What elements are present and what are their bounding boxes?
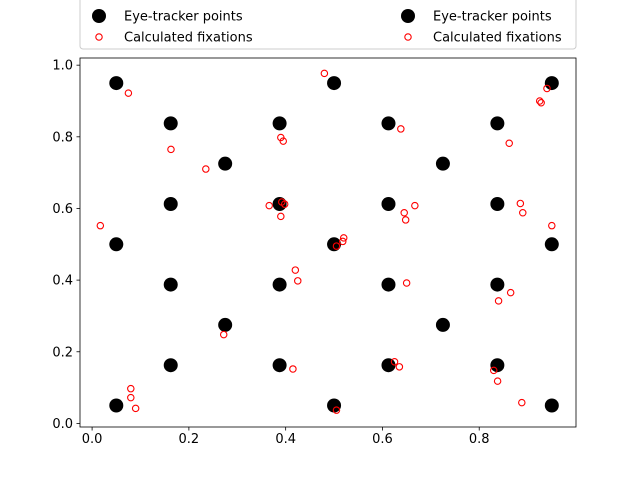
y-tick-label: 0.6 xyxy=(52,202,73,217)
eye-tracker-point xyxy=(381,196,396,211)
x-tick-label: 0.4 xyxy=(275,432,296,447)
calculated-fixation-point xyxy=(332,242,341,250)
eye-tracker-point xyxy=(163,196,178,211)
calculated-fixation-point xyxy=(339,234,348,242)
eye-tracker-point xyxy=(490,277,505,292)
calculated-fixation-point xyxy=(548,221,556,230)
x-tick-label: 0.8 xyxy=(469,432,490,447)
calculated-fixation-point xyxy=(494,297,503,305)
calculated-fixation-point xyxy=(518,398,526,407)
calculated-fixation-point xyxy=(395,363,404,371)
plot-frame xyxy=(79,57,577,428)
calculated-fixation-point xyxy=(401,216,410,224)
calculated-fixation-point xyxy=(131,404,140,413)
calculated-fixation-point xyxy=(516,199,525,208)
eye-tracker-point xyxy=(381,358,396,373)
eye-tracker-point xyxy=(163,116,178,131)
legend-label: Eye-tracker points xyxy=(433,10,552,25)
eye-tracker-point xyxy=(163,277,178,292)
calculated-fixation-point xyxy=(537,99,545,107)
eye-tracker-point xyxy=(218,156,233,171)
eye-tracker-point xyxy=(544,398,559,413)
eye-tracker-point xyxy=(218,317,233,332)
calculated-fixation-point xyxy=(332,406,341,414)
calculated-fixation-point xyxy=(219,330,228,339)
data-points xyxy=(96,69,559,414)
calculated-fixation-point xyxy=(320,69,329,78)
calculated-fixation-point xyxy=(289,365,297,373)
calculated-fixation-point xyxy=(124,89,133,97)
calculated-fixation-point xyxy=(96,221,105,230)
calculated-fixation-point xyxy=(397,125,405,133)
calculated-fixation-point xyxy=(400,209,408,217)
calculated-fixation-point xyxy=(167,145,175,154)
eye-tracker-point xyxy=(490,196,505,211)
calculated-fixation-point xyxy=(280,200,289,208)
legend-label: Calculated fixations xyxy=(124,31,253,46)
legend-marker-fixation xyxy=(404,33,412,41)
calculated-fixation-point xyxy=(291,266,300,274)
calculated-fixation-point xyxy=(279,137,287,145)
calculated-fixation-point xyxy=(535,97,544,105)
legend: Eye-tracker points Calculated fixations Ey… xyxy=(79,0,577,50)
calculated-fixation-point xyxy=(505,139,513,148)
calculated-fixation-point xyxy=(506,288,515,297)
eye-tracker-point xyxy=(109,237,124,252)
calculated-fixation-point xyxy=(390,358,399,366)
eye-tracker-point xyxy=(272,358,287,373)
y-tick-label: 0.0 xyxy=(52,417,73,432)
eye-tracker-point xyxy=(544,237,559,252)
eye-tracker-point xyxy=(435,317,450,332)
legend-marker-eye-tracker xyxy=(92,9,106,23)
calculated-fixation-point xyxy=(402,279,411,287)
eye-tracker-point xyxy=(544,76,559,91)
calculated-fixation-point xyxy=(493,377,502,385)
plot-spines xyxy=(79,57,577,428)
eye-tracker-point xyxy=(327,76,342,91)
eye-tracker-point xyxy=(109,398,124,413)
legend-box xyxy=(79,0,577,50)
eye-tracker-point xyxy=(381,277,396,292)
y-tick-label: 0.2 xyxy=(52,345,73,360)
eye-tracker-point xyxy=(163,358,178,373)
calculated-fixation-point xyxy=(265,201,273,210)
calculated-fixation-point xyxy=(202,165,210,173)
calculated-fixation-point xyxy=(277,212,285,221)
calculated-fixation-point xyxy=(543,84,551,93)
legend-marker-fixation xyxy=(95,33,103,41)
calculated-fixation-point xyxy=(127,393,135,402)
eye-tracker-point xyxy=(435,156,450,171)
x-tick-label: 0.2 xyxy=(179,432,200,447)
eye-tracker-point xyxy=(381,116,396,131)
calculated-fixation-point xyxy=(339,237,347,246)
legend-label: Eye-tracker points xyxy=(124,10,243,25)
eye-tracker-point xyxy=(109,76,124,91)
calculated-fixation-point xyxy=(411,201,419,210)
eye-tracker-point xyxy=(490,116,505,131)
calculated-fixation-point xyxy=(489,366,498,375)
y-tick-label: 1.0 xyxy=(52,59,73,74)
eye-tracker-point xyxy=(490,358,505,373)
legend-marker-eye-tracker xyxy=(401,9,415,23)
eye-tracker-point xyxy=(272,116,287,131)
legend-label: Calculated fixations xyxy=(433,31,562,46)
y-tick-label: 0.4 xyxy=(52,274,73,289)
eye-tracker-point xyxy=(327,398,342,413)
y-tick-label: 0.8 xyxy=(52,130,73,145)
calculated-fixation-point xyxy=(519,209,527,217)
eye-tracker-point xyxy=(272,277,287,292)
calculated-fixation-point xyxy=(127,384,135,393)
x-tick-label: 0.0 xyxy=(82,432,103,447)
x-tick-label: 0.6 xyxy=(372,432,393,447)
calculated-fixation-point xyxy=(294,277,302,285)
